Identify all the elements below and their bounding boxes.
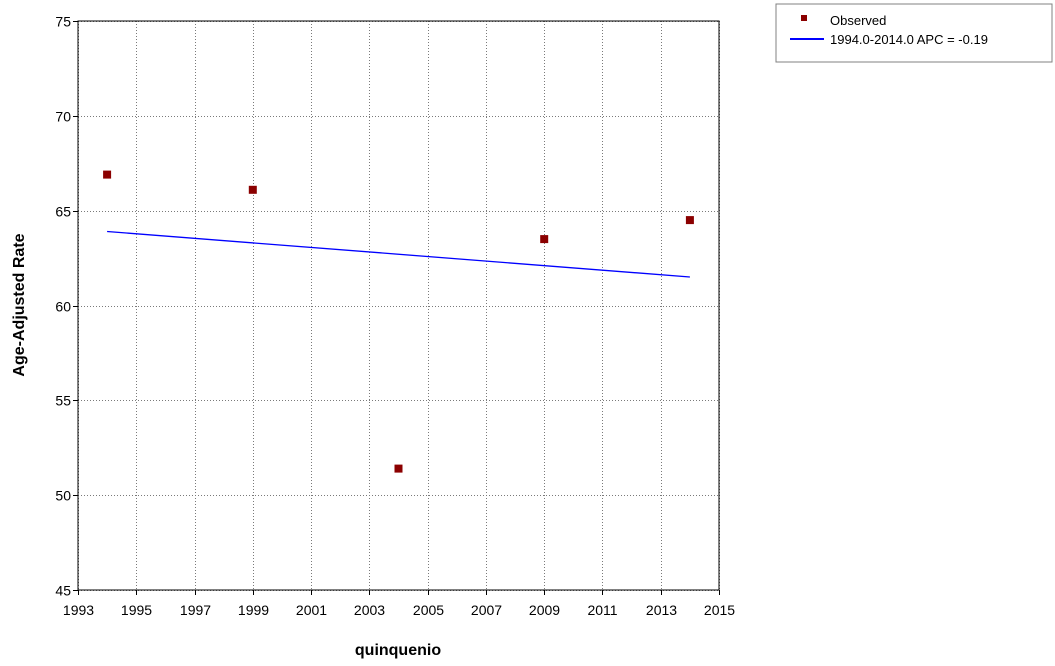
x-tick-label: 2013 bbox=[646, 602, 677, 618]
observed-point bbox=[248, 185, 257, 194]
y-tick-label: 55 bbox=[55, 393, 71, 409]
x-tick-label: 2009 bbox=[529, 602, 560, 618]
x-tick-label: 2005 bbox=[413, 602, 444, 618]
x-tick-label: 2003 bbox=[354, 602, 385, 618]
x-tick-label: 2011 bbox=[587, 602, 617, 618]
apc-trend-line bbox=[107, 230, 690, 278]
y-tick-label: 65 bbox=[55, 204, 71, 220]
y-tick-label: 70 bbox=[55, 109, 71, 125]
x-axis-title: quinquenio bbox=[355, 642, 441, 659]
plot-frame bbox=[77, 20, 720, 591]
x-tick-label: 1999 bbox=[238, 602, 269, 618]
observed-point bbox=[394, 464, 403, 473]
y-tick-label: 45 bbox=[55, 583, 71, 599]
x-tick-label: 2015 bbox=[704, 602, 735, 618]
x-tick-label: 1997 bbox=[180, 602, 211, 618]
observed-point bbox=[685, 216, 694, 225]
legend-label-observed: Observed bbox=[830, 13, 886, 28]
tick-layer: 1993 1995 1997 1999 2001 2003 2005 2007 2009 2011… bbox=[55, 14, 735, 619]
legend-label-fit: 1994.0-2014.0 APC = -0.19 bbox=[830, 32, 988, 47]
x-tick-label: 2001 bbox=[296, 602, 327, 618]
x-tick-label: 1993 bbox=[63, 602, 94, 618]
observed-point bbox=[103, 170, 112, 179]
y-tick-label: 60 bbox=[55, 299, 71, 315]
legend: Observed 1994.0-2014.0 APC = -0.19 bbox=[775, 3, 1053, 63]
legend-marker-observed bbox=[801, 15, 807, 21]
y-tick-label: 75 bbox=[55, 14, 71, 30]
y-axis-title: Age-Adjusted Rate bbox=[11, 233, 28, 376]
y-tick-label: 50 bbox=[55, 488, 71, 504]
x-tick-label: 2007 bbox=[471, 602, 502, 618]
legend-box bbox=[775, 3, 1053, 63]
observed-point bbox=[540, 235, 549, 244]
x-tick-label: 1995 bbox=[121, 602, 152, 618]
series-layer bbox=[103, 170, 694, 473]
